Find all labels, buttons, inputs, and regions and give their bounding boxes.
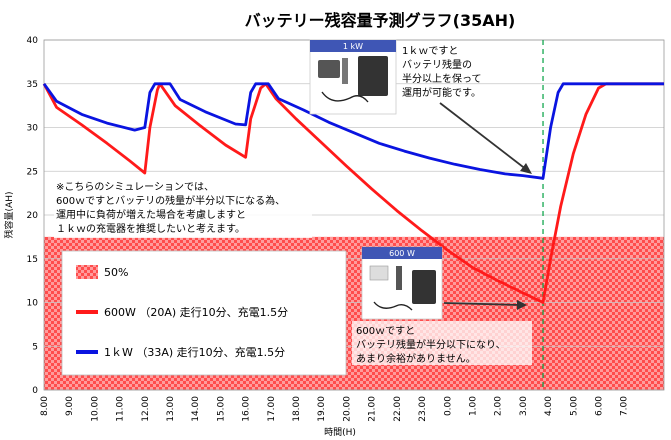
- charger-600w-box-icon: [369, 265, 389, 281]
- x-tick-label: 9.00: [65, 396, 75, 416]
- x-axis-label: 時間(H): [324, 427, 356, 438]
- x-tick-label: 18.00: [292, 396, 302, 422]
- kw-note-line-1: 1ｋｗですと: [402, 45, 458, 57]
- x-tick-label: 10.00: [90, 396, 100, 422]
- note-line-1: ※こちらのシミュレーションでは、: [56, 181, 214, 193]
- legend: 50% 600W （20A) 走行10分、充電1.5分 1ｋW （33A) 走行…: [61, 250, 347, 376]
- y-tick-label: 30: [27, 124, 39, 134]
- x-tick-label: 4.00: [544, 396, 554, 416]
- x-tick-label: 6.00: [594, 396, 604, 416]
- y-tick-label: 20: [27, 211, 39, 221]
- w600-note: 600ｗですと バッテリ残量が半分以下になり、 あまり余裕がありません。: [352, 321, 532, 365]
- x-tick-label: 23.00: [418, 396, 428, 422]
- y-axis-label: 残容量(AH): [3, 192, 15, 239]
- x-tick-label: 17.00: [267, 396, 277, 422]
- y-tick-labels: 0 5 10 15 20 25 30 35 40: [27, 36, 39, 396]
- x-tick-label: 0.00: [443, 396, 453, 416]
- w600-arrowhead: [517, 300, 527, 310]
- x-tick-label: 13.00: [166, 396, 176, 422]
- kw-arrowhead: [520, 163, 532, 174]
- y-tick-label: 25: [27, 167, 38, 177]
- x-tick-label: 11.00: [116, 396, 126, 422]
- legend-label-threshold: 50%: [104, 266, 128, 279]
- note-line-2: 600ｗですとバッテリの残量が半分以下になる為、: [56, 194, 285, 207]
- w600-note-line-2: バッテリ残量が半分以下になり、: [356, 338, 506, 351]
- w600-arrow: [443, 302, 521, 306]
- series-line-1: [42, 82, 664, 180]
- y-tick-label: 10: [27, 299, 39, 309]
- series-line-0: [42, 82, 664, 304]
- kw-note-line-4: 運用が可能です。: [402, 86, 481, 99]
- charger-box-icon: [318, 60, 340, 78]
- x-tick-label: 2.00: [494, 396, 504, 416]
- kw-note-line-2: バッテリ残量の: [402, 58, 472, 71]
- kw-note-line-3: 半分以上を保って: [402, 72, 482, 85]
- y-tick-label: 35: [27, 80, 38, 90]
- x-tick-label: 14.00: [191, 396, 201, 422]
- photo-1kw: 1 kW: [309, 39, 397, 115]
- x-tick-label: 5.00: [569, 396, 579, 416]
- x-tick-label: 1.00: [468, 396, 478, 416]
- x-tick-label: 3.00: [519, 396, 529, 416]
- x-tick-label: 7.00: [620, 396, 630, 416]
- photo-1kw-label: 1 kW: [343, 42, 363, 51]
- x-tick-label: 19.00: [317, 396, 327, 422]
- note-line-4: １ｋｗの充電器を推奨したいと考えます。: [56, 222, 245, 235]
- legend-label-600w: 600W （20A) 走行10分、充電1.5分: [104, 305, 288, 319]
- x-tick-label: 16.00: [242, 396, 252, 422]
- simulation-note: ※こちらのシミュレーションでは、 600ｗですとバッテリの残量が半分以下になる為…: [54, 176, 312, 238]
- x-tick-label: 21.00: [368, 396, 378, 422]
- y-tick-label: 15: [27, 255, 38, 265]
- note-line-3: 運用中に負荷が増えた場合を考慮しますと: [56, 208, 246, 221]
- photo-600w-label: 600 W: [389, 249, 415, 258]
- x-tick-labels: 8.00 9.00 10.00 11.00 12.00 13.00 14.00 15.00 16…: [40, 396, 630, 422]
- y-tick-label: 0: [32, 386, 38, 396]
- y-tick-label: 40: [27, 36, 39, 46]
- y-tick-label: 5: [32, 342, 38, 352]
- chart-title: バッテリー残容量予測グラフ(35AH): [245, 11, 516, 30]
- x-tick-label: 15.00: [216, 396, 226, 422]
- kw-arrow: [439, 102, 528, 171]
- legend-box: [61, 250, 347, 376]
- w600-note-line-1: 600ｗですと: [356, 325, 415, 337]
- legend-label-1kw: 1ｋW （33A) 走行10分、充電1.5分: [104, 345, 285, 359]
- x-tick-label: 22.00: [393, 396, 403, 422]
- series-lines: [42, 82, 664, 304]
- x-tick-label: 12.00: [141, 396, 151, 422]
- legend-swatch-threshold: [76, 265, 98, 279]
- x-tick-label: 20.00: [342, 396, 352, 422]
- photo-600w: 600 W: [361, 246, 443, 320]
- w600-note-line-3: あまり余裕がありません。: [356, 352, 476, 365]
- kw-note: 1ｋｗですと バッテリ残量の 半分以上を保って 運用が可能です。: [402, 45, 482, 99]
- x-tick-label: 8.00: [40, 396, 50, 416]
